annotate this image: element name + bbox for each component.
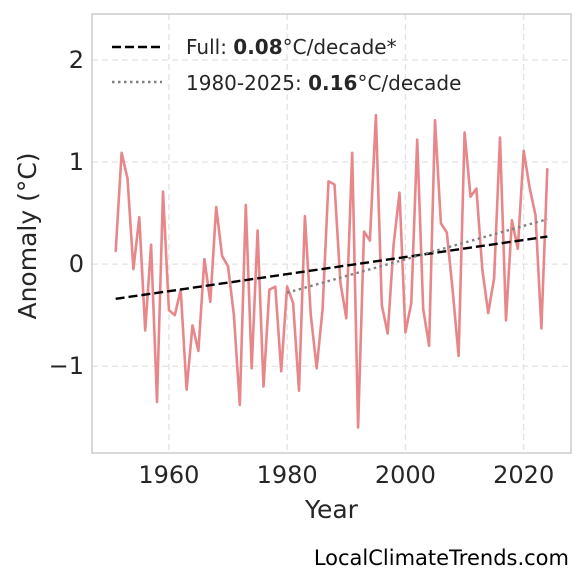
legend-label-full-suffix: °C/decade* (283, 35, 397, 59)
legend-label-recent-suffix: °C/decade (357, 71, 461, 95)
plot-background (92, 14, 571, 453)
trend-layer (115, 218, 548, 301)
legend-label-full-value: 0.08 (233, 35, 282, 59)
series-layer (114, 113, 549, 429)
x-tick-label: 1980 (257, 461, 318, 489)
y-tick-label: −1 (49, 352, 84, 380)
legend-label-recent-value: 0.16 (308, 71, 357, 95)
legend: Full: 0.08°C/decade* 1980-2025: 0.16°C/d… (112, 35, 461, 95)
plot-frame (91, 13, 572, 454)
x-axis-label: Year (304, 495, 359, 524)
y-axis-label: Anomaly (°C) (13, 152, 42, 319)
legend-label-full: Full: 0.08°C/decade* (186, 35, 397, 59)
y-tick-labels: 2 1 0 −1 (49, 46, 84, 380)
y-tick-label: 1 (69, 148, 84, 176)
grid (92, 14, 571, 453)
trend-line-full (115, 235, 548, 301)
legend-label-recent: 1980-2025: 0.16°C/decade (186, 71, 461, 95)
legend-label-full-prefix: Full: (186, 35, 233, 59)
credit-text: LocalClimateTrends.com (313, 546, 569, 570)
y-tick-label: 2 (69, 46, 84, 74)
legend-label-recent-prefix: 1980-2025: (186, 71, 308, 95)
x-tick-labels: 1960 1980 2000 2020 (138, 461, 554, 489)
series-line-anomaly (114, 113, 549, 429)
y-tick-label: 0 (69, 250, 84, 278)
x-tick-label: 1960 (138, 461, 199, 489)
x-tick-label: 2020 (493, 461, 554, 489)
x-tick-label: 2000 (375, 461, 436, 489)
